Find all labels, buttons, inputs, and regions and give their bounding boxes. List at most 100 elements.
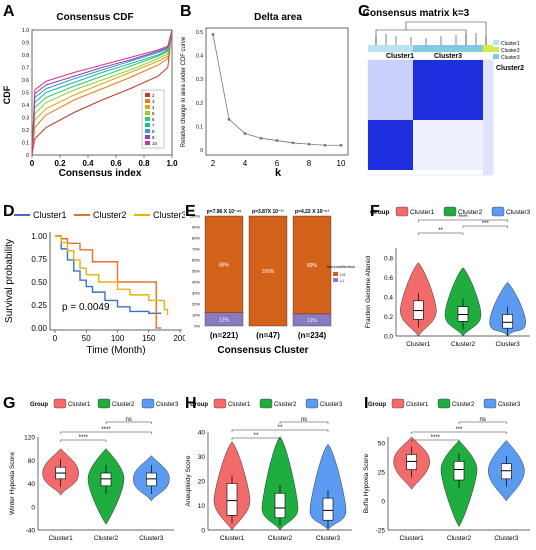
cdf-line-k2 xyxy=(31,29,173,156)
panel-c-legend: Cluster1 Cluster2 Cluster3 xyxy=(493,40,520,61)
violin-box xyxy=(322,497,334,521)
panel-e-ytick-label: 40% xyxy=(192,280,200,285)
violin-box xyxy=(406,454,417,470)
violin-ylabel: Buffa Hypoxia Score xyxy=(363,454,370,514)
group-legend-swatch xyxy=(213,398,227,409)
panel-a-legend-swatch xyxy=(145,111,150,115)
panel-a-chart: Consensus CDF 0 0.2 0.4 0.6 0.8 1.0 0 0.1 0.2 0.… xyxy=(2,12,178,179)
significance-bracket xyxy=(231,437,281,440)
delta-area-point xyxy=(275,139,279,142)
significance-label: ns xyxy=(479,417,485,423)
violin-category-label: Cluster2 xyxy=(94,535,119,542)
km-legend-label: Cluster1 xyxy=(33,210,67,220)
km-curve-cluster2 xyxy=(55,235,162,329)
significance-label: **** xyxy=(431,435,441,441)
cdf-line-k5 xyxy=(31,29,173,156)
violin-ytick-label: 30 xyxy=(198,454,206,461)
violin-category-label: Cluster3 xyxy=(316,535,341,542)
panel-c-letter: C xyxy=(358,3,370,20)
panel-a-ytick-label: 0.6 xyxy=(22,78,29,84)
panel-i-chart: Group Cluster1 Cluster2 Cluster3 -25 0 25 50 Buf… xyxy=(363,398,530,542)
bar-pvalue: p=7.96 X 10⁻⁴⁶ xyxy=(207,209,242,215)
panel-f-chart: Group Cluster1 Cluster2 Cluster3 0.0 0.2 0.4 0.… xyxy=(365,206,531,348)
group-legend-label: Cluster1 xyxy=(68,402,91,408)
panel-d-chart: Cluster1 Cluster2 Cluster3 0 50 100 150 200 0.… xyxy=(4,210,185,356)
panel-e-legend-swatch-ih xyxy=(333,272,338,276)
panel-b-plot-area xyxy=(205,27,349,156)
panel-e-ytick-label: 30% xyxy=(192,291,200,296)
violin-ytick-label: 25 xyxy=(378,469,386,476)
panel-d-ytick-label: 0.50 xyxy=(31,278,47,287)
panel-c-title: Consensus matrix k=3 xyxy=(363,8,470,19)
cdf-line-k8 xyxy=(31,29,173,156)
panel-c-block-c1 xyxy=(368,120,413,170)
violin-cluster3 xyxy=(309,443,347,531)
bar-ih-label: 89% xyxy=(307,263,318,269)
panel-e-ytick-label: 70% xyxy=(192,247,200,252)
panel-c-label-cluster3: Cluster3 xyxy=(434,53,462,60)
violin-ytick-label: 0 xyxy=(201,528,205,535)
bar-category-label: (n=47) xyxy=(256,331,280,340)
panel-a-title: Consensus CDF xyxy=(56,12,133,23)
panel-d-xtick-label: 200 xyxy=(173,334,185,343)
bar-ih-label: 100% xyxy=(262,269,275,275)
significance-label: ns xyxy=(125,417,131,423)
panel-d-ylabel: Survival probability xyxy=(4,239,15,323)
group-legend-label: Cluster1 xyxy=(406,402,429,408)
panel-d-xtick-label: 50 xyxy=(82,334,91,343)
panel-e-ytick-label: 60% xyxy=(192,258,200,263)
km-curve-cluster1 xyxy=(55,235,162,314)
panel-e-ytick-label: 50% xyxy=(192,269,200,274)
panel-g-chart: Group Cluster1 Cluster2 Cluster3 -40 0 40 80 120… xyxy=(9,398,179,542)
bar-ih-3 xyxy=(292,215,332,315)
panel-a-legend-swatch xyxy=(145,129,150,133)
delta-area-point xyxy=(307,142,311,146)
panel-b-xtick-label: 4 xyxy=(243,159,248,168)
delta-area-point xyxy=(291,141,295,145)
panel-a-legend-swatch xyxy=(145,135,150,139)
group-legend-swatch xyxy=(97,398,111,409)
violin-category-label: Cluster2 xyxy=(268,535,293,542)
significance-bracket xyxy=(60,431,152,434)
panel-b-ytick-label: 0.3 xyxy=(196,77,203,83)
violin-ylabel: Fraction Genome Altered xyxy=(365,255,372,328)
bar-il-label: 11% xyxy=(307,318,317,324)
violin-category-label: Cluster3 xyxy=(139,535,164,542)
panel-e-legend-title: Immunofiltration xyxy=(327,264,355,269)
panel-a-ytick-label: 0.8 xyxy=(22,53,29,59)
panel-c-block-c2 xyxy=(483,60,493,175)
panel-b-chart: Delta area 2 4 6 8 10 0 0.1 0.2 0.3 0.4 0.5 k Rel… xyxy=(181,12,349,179)
violin-ytick-label: 0 xyxy=(381,498,385,505)
violin-cluster2 xyxy=(261,436,299,531)
panel-f-letter: F xyxy=(370,203,380,220)
panel-b-ytick-label: 0 xyxy=(200,148,203,154)
cdf-line-k10 xyxy=(31,29,173,156)
panel-d-ytick-label: 0.75 xyxy=(31,255,47,264)
panel-a-legend-swatch xyxy=(145,93,150,97)
panel-i-letter: I xyxy=(364,395,369,412)
delta-area-point xyxy=(323,143,327,147)
significance-label: *** xyxy=(455,427,463,433)
violin-category-label: Cluster1 xyxy=(49,535,74,542)
significance-label: ** xyxy=(438,228,443,234)
group-legend-title: Group xyxy=(370,209,390,216)
panel-a-ytick-label: 0.4 xyxy=(22,103,29,109)
panel-e-ytick-label: 90% xyxy=(192,225,200,230)
panel-b-ytick-label: 0.2 xyxy=(196,101,203,107)
violin-ytick-label: 120 xyxy=(24,435,35,442)
cdf-line-k3 xyxy=(31,29,173,156)
panel-d-xtick-label: 150 xyxy=(142,334,156,343)
delta-area-point xyxy=(259,136,263,140)
significance-bracket xyxy=(418,232,464,235)
panel-b-xtick-label: 10 xyxy=(337,159,346,168)
panel-b-ytick-label: 0.1 xyxy=(196,124,203,130)
group-legend-title: Group xyxy=(30,402,48,408)
panel-d-xlabel: Time (Month) xyxy=(86,345,145,356)
panel-e-legend-swatch-il xyxy=(333,278,338,282)
panel-d-ytick-label: 1.00 xyxy=(31,232,47,241)
panel-e-chart: 0% 10% 20% 30% 40% 50% 60% 70% 80% 90% 100% 88% 12%… xyxy=(190,209,355,356)
group-legend-title: Group xyxy=(368,402,386,408)
violin-box xyxy=(226,483,238,516)
panel-a-xlabel: Consensus index xyxy=(59,168,142,179)
significance-bracket xyxy=(411,439,460,442)
